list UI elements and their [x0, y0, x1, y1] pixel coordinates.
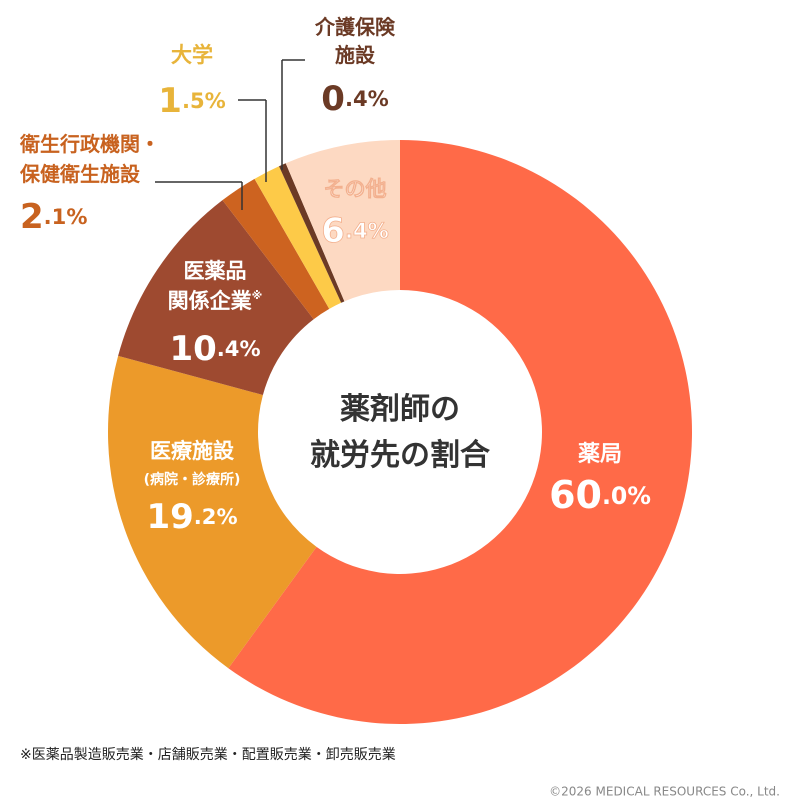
slice-label: その他 — [324, 177, 387, 201]
donut-slice — [228, 140, 692, 724]
value-label: 60.0% — [549, 473, 651, 517]
footnote: ※医薬品製造販売業・店舗販売業・配置販売業・卸売販売業 — [20, 747, 396, 763]
slice-label: 医療施設(病院・診療所) — [144, 439, 241, 488]
donut-slice — [118, 200, 314, 395]
value-label: 2.1% — [20, 197, 87, 237]
value-label: 6.4% — [321, 211, 388, 251]
slice-label: 薬局 — [578, 442, 622, 467]
donut-slice — [254, 166, 342, 309]
slice-label: 医薬品関係企業※ — [168, 259, 263, 313]
slice-label: 衛生行政機関・保健衛生施設 — [19, 132, 160, 186]
value-label: 1.5% — [158, 81, 225, 121]
slice-label: 介護保険施設 — [314, 15, 396, 67]
donut-slice — [222, 178, 330, 320]
value-label: 19.2% — [146, 497, 237, 537]
copyright: ©2026 MEDICAL RESOURCES Co., Ltd. — [549, 785, 780, 799]
donut-slice — [285, 140, 400, 302]
donut-slice — [279, 163, 345, 303]
slice-label: 大学 — [171, 43, 213, 67]
chart-title: 薬剤師の就労先の割合 — [310, 392, 490, 473]
value-label: 0.4% — [321, 79, 388, 119]
donut-slice — [107, 355, 317, 669]
value-label: 10.4% — [169, 329, 260, 369]
